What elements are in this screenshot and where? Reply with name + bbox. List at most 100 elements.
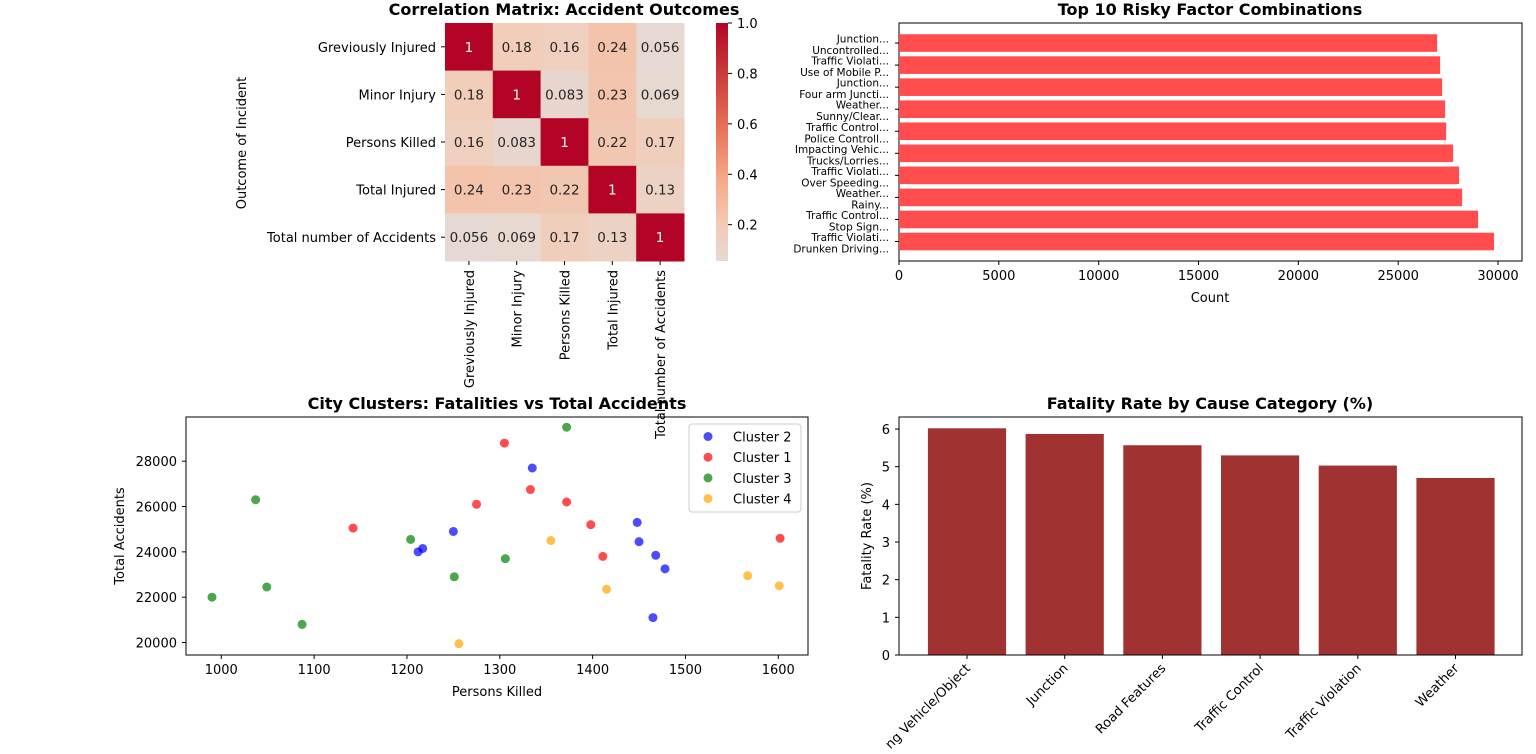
- risky-label-line1: Impacting Vehic...: [795, 144, 889, 156]
- scatter-point: [648, 613, 658, 623]
- scatter-point: [500, 554, 510, 564]
- risky-label-line1: Junction...: [836, 78, 889, 90]
- heatmap-cell: [588, 165, 637, 214]
- legend-marker: [703, 494, 713, 504]
- risky-label-line1: Traffic Violati...: [810, 56, 889, 68]
- fatality-bar: [927, 428, 1007, 655]
- heatmap-cells: 1 0.18 0.16 0.24 0.056 0.18 1 0.083 0.23 0.069 0.1…: [445, 23, 685, 262]
- risky-x-tick-label: 15000: [1178, 269, 1219, 284]
- heatmap-cell-value: 0.056: [450, 230, 489, 246]
- heatmap-cell: [636, 213, 685, 262]
- heatmap-cell-value: 0.083: [497, 135, 536, 151]
- heatmap-cell: [445, 23, 494, 72]
- heatmap-cell: [540, 213, 589, 262]
- heatmap-title: Correlation Matrix: Accident Outcomes: [389, 0, 740, 19]
- scatter-point: [348, 523, 358, 533]
- risky-label-line2: Uncontrolled...: [812, 45, 889, 57]
- scatter-x-tick-label: 1400: [576, 663, 609, 678]
- fatality-bar: [1416, 478, 1495, 655]
- scatter-points: [207, 422, 785, 649]
- risky-x-axis-label: Count: [1191, 291, 1230, 306]
- risky-label-line2: Sunny/Clear...: [816, 111, 889, 123]
- heatmap-cell-value: 0.13: [645, 183, 675, 199]
- fatality-y-tick-label: 4: [882, 498, 890, 513]
- heatmap-cell-value: 0.22: [549, 183, 579, 199]
- heatmap-cell: [588, 70, 637, 119]
- scatter-legend: Cluster 2 Cluster 1 Cluster 3 Cluster 4: [688, 423, 802, 513]
- heatmap-cell-value: 1: [656, 230, 665, 246]
- scatter-point: [660, 564, 670, 574]
- risky-label-line1: Traffic Control...: [805, 122, 889, 134]
- heatmap-cell-value: 0.17: [645, 135, 675, 151]
- scatter-point: [297, 619, 307, 629]
- risky-label-line1: Traffic Violati...: [810, 166, 889, 178]
- risky-bar: [899, 56, 1441, 74]
- risky-bar: [899, 78, 1443, 96]
- risky-x-tick-label: 10000: [1078, 269, 1119, 284]
- fatality-y-tick-label: 0: [882, 649, 890, 664]
- heatmap-col-label: Greviously Injured: [463, 270, 478, 388]
- heatmap-cell-value: 0.23: [502, 183, 532, 199]
- heatmap-cell-value: 0.24: [454, 183, 484, 199]
- heatmap-row-label: Persons Killed: [346, 136, 436, 151]
- heatmap-col-label: Total number of Accidents: [654, 270, 669, 440]
- risky-label-line2: Stop Sign...: [829, 221, 889, 233]
- scatter-y-ticks: 20000 22000 24000 26000 28000: [136, 455, 186, 652]
- heatmap-col-label: Persons Killed: [559, 270, 574, 360]
- scatter-x-tick-label: 1100: [298, 663, 331, 678]
- heatmap-cell-value: 0.16: [549, 40, 579, 56]
- risky-label-line1: Traffic Violati...: [810, 232, 889, 244]
- heatmap-cell-value: 0.13: [597, 230, 627, 246]
- fatality-y-ticks: 0 1 2 3 4 5 6: [882, 423, 899, 664]
- legend-marker: [703, 452, 713, 462]
- scatter-point: [472, 499, 482, 509]
- risky-label-line2: Trucks/Lorries...: [806, 155, 889, 167]
- heatmap-cell: [540, 23, 589, 72]
- fatality-bar: [1221, 455, 1300, 655]
- scatter-y-tick-label: 22000: [136, 591, 177, 606]
- heatmap-col-label: Minor Injury: [511, 270, 526, 348]
- legend-marker: [703, 473, 713, 483]
- scatter-point: [562, 422, 572, 432]
- scatter-y-tick-label: 28000: [136, 455, 177, 470]
- heatmap-cell-value: 0.069: [497, 230, 536, 246]
- scatter-legend-entries: Cluster 2 Cluster 1 Cluster 3 Cluster 4: [703, 431, 792, 508]
- scatter-point: [413, 547, 423, 557]
- scatter-point: [207, 592, 217, 602]
- colorbar-tick-label: 0.4: [737, 168, 758, 183]
- scatter-y-tick-label: 20000: [136, 637, 177, 652]
- fatality-title: Fatality Rate by Cause Category (%): [1047, 394, 1373, 413]
- heatmap-cell: [492, 213, 542, 262]
- scatter-point: [448, 526, 458, 536]
- heatmap-cell-value: 0.22: [597, 135, 627, 151]
- risky-label-line1: Junction...: [836, 34, 889, 46]
- scatter-point: [775, 533, 785, 543]
- heatmap-cell-value: 1: [560, 135, 569, 151]
- fatality-rate-panel: Fatality Rate by Cause Category (%) 0 1 2 3…: [860, 394, 1523, 752]
- risky-x-tick-label: 20000: [1278, 269, 1319, 284]
- heatmap-cell: [588, 23, 637, 72]
- scatter-x-tick-label: 1600: [762, 663, 795, 678]
- heatmap-cell: [492, 165, 542, 214]
- risky-label-line1: Weather...: [836, 188, 889, 200]
- heatmap-col-label: Total Injured: [606, 270, 621, 351]
- scatter-point: [651, 550, 661, 560]
- risky-bar: [899, 34, 1438, 52]
- risky-bar: [899, 188, 1463, 207]
- scatter-point: [527, 463, 537, 473]
- fatality-x-tick-label: Traffic Control: [1192, 661, 1267, 736]
- fatality-x-tick-label: Traffic Violation: [1283, 661, 1365, 743]
- fatality-y-tick-label: 1: [882, 611, 890, 626]
- risky-x-tick-label: 0: [895, 269, 903, 284]
- risky-label-line2: Over Speeding...: [801, 177, 889, 189]
- scatter-point: [562, 497, 572, 507]
- risky-label-line2: Rainy...: [851, 199, 889, 211]
- risky-axes-frame: [898, 22, 1523, 262]
- fatality-x-tick-label: Weather: [1413, 661, 1463, 711]
- scatter-point: [449, 572, 459, 582]
- fatality-y-tick-label: 3: [882, 536, 890, 551]
- risky-bar: [899, 166, 1460, 185]
- colorbar-tick-label: 0.8: [737, 67, 758, 82]
- legend-marker: [703, 432, 713, 441]
- legend-label: Cluster 1: [733, 451, 792, 466]
